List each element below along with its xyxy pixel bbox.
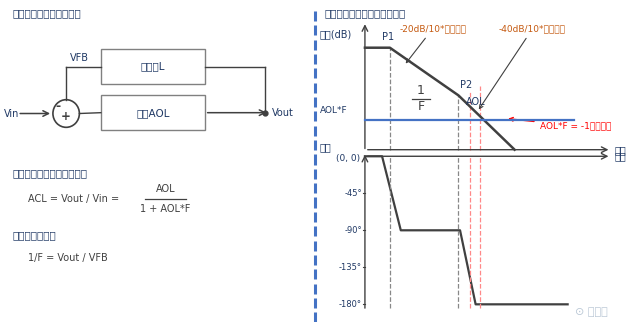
Text: 频率: 频率 (614, 145, 626, 155)
FancyBboxPatch shape (101, 49, 205, 84)
Text: 频率: 频率 (614, 151, 626, 161)
Text: 负反馈L: 负反馈L (140, 62, 165, 72)
Text: ⊙ 日月辰: ⊙ 日月辰 (575, 308, 608, 317)
Text: 相位: 相位 (319, 142, 331, 152)
Text: -45°: -45° (344, 189, 362, 198)
Text: 运放负反馈放大电路模型: 运放负反馈放大电路模型 (13, 8, 81, 18)
Text: AOL*F = -1振荡区域: AOL*F = -1振荡区域 (510, 117, 611, 130)
Text: Vout: Vout (272, 108, 294, 118)
Text: F: F (418, 100, 425, 114)
Text: -40dB/10*倍频衰减: -40dB/10*倍频衰减 (479, 24, 566, 109)
Text: 运放负反馈放大电路振荡模型: 运放负反馈放大电路振荡模型 (324, 8, 406, 18)
Text: 1/F = Vout / VFB: 1/F = Vout / VFB (28, 253, 108, 263)
Text: +: + (61, 110, 71, 123)
Text: 增益(dB): 增益(dB) (319, 30, 352, 39)
Text: -: - (55, 100, 60, 113)
Text: ACL = Vout / Vin =: ACL = Vout / Vin = (28, 194, 120, 204)
Text: AOL*F: AOL*F (319, 106, 347, 115)
Text: Vin: Vin (4, 109, 19, 118)
Text: -180°: -180° (339, 300, 362, 309)
Text: 反馈系数的倒数: 反馈系数的倒数 (13, 230, 56, 240)
Text: 1: 1 (417, 84, 425, 97)
Text: 1 + AOL*F: 1 + AOL*F (140, 204, 190, 214)
Text: P1: P1 (382, 32, 394, 42)
Text: AOL: AOL (156, 184, 175, 194)
FancyBboxPatch shape (101, 95, 205, 130)
Text: 负反馈放大电路的闭环增益: 负反馈放大电路的闭环增益 (13, 168, 88, 178)
Text: VFB: VFB (70, 53, 89, 63)
Text: -90°: -90° (344, 226, 362, 235)
Text: -135°: -135° (339, 263, 362, 272)
Text: AOL: AOL (466, 97, 486, 107)
Text: (0, 0): (0, 0) (336, 154, 360, 163)
Text: -20dB/10*倍频衰减: -20dB/10*倍频衰减 (399, 24, 466, 63)
Text: P2: P2 (460, 81, 472, 90)
Text: 运放AOL: 运放AOL (136, 108, 169, 118)
